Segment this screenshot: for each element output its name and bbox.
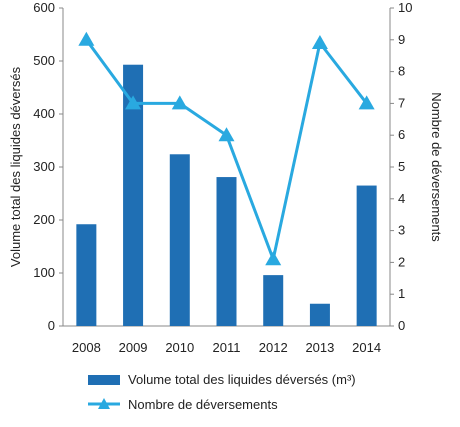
x-tick-label: 2008	[72, 340, 101, 355]
legend-triangle-marker	[98, 398, 110, 409]
bar-2012	[263, 275, 284, 326]
x-tick-label: 2011	[213, 340, 241, 355]
bar-2013	[309, 303, 330, 326]
bar-2010	[169, 154, 190, 326]
line-series	[78, 31, 375, 266]
right-tick-label: 10	[398, 0, 412, 15]
left-tick-label: 400	[33, 106, 55, 121]
line-point-2008	[78, 31, 95, 46]
x-tick-labels: 2008 2009 2010 2011 2012 2013 2014	[72, 340, 381, 355]
right-tick-label: 1	[398, 286, 405, 301]
x-tick-label: 2013	[305, 340, 334, 355]
left-tick-label: 0	[48, 318, 55, 333]
right-tick-label: 8	[398, 64, 405, 79]
line-point-2010	[171, 95, 188, 110]
line-point-2009	[125, 95, 142, 110]
right-tick-label: 2	[398, 254, 405, 269]
left-tick-label: 200	[33, 212, 55, 227]
left-y-ticks: 0 100 200 300 400 500 600	[33, 0, 63, 333]
line-point-2012	[265, 251, 282, 266]
right-tick-label: 0	[398, 318, 405, 333]
right-tick-label: 7	[398, 95, 405, 110]
left-y-axis-title: Volume total des liquides déversés	[8, 66, 23, 267]
left-tick-label: 100	[33, 265, 55, 280]
bar-2014	[356, 185, 377, 326]
bar-2011	[216, 177, 237, 326]
line-point-2013	[311, 34, 328, 49]
right-tick-label: 5	[398, 159, 405, 174]
left-tick-label: 300	[33, 159, 55, 174]
right-tick-label: 9	[398, 32, 405, 47]
right-tick-label: 3	[398, 223, 405, 238]
x-tick-label: 2012	[259, 340, 288, 355]
legend: Volume total des liquides déversés (m³) …	[88, 372, 356, 412]
legend-bar-label: Volume total des liquides déversés (m³)	[128, 372, 356, 387]
legend-line-label: Nombre de déversements	[128, 397, 278, 412]
line-point-2014	[358, 95, 375, 110]
x-tick-label: 2009	[119, 340, 148, 355]
bar-2008	[76, 224, 97, 326]
left-tick-label: 500	[33, 53, 55, 68]
right-y-ticks: 0 1 2 3 4 5 6 7 8 9 10	[390, 0, 412, 333]
line-point-2011	[218, 127, 235, 142]
right-tick-label: 6	[398, 127, 405, 142]
x-tick-label: 2010	[165, 340, 194, 355]
legend-bar-swatch	[88, 375, 120, 385]
right-tick-label: 4	[398, 191, 405, 206]
x-tick-label: 2014	[352, 340, 381, 355]
right-y-axis-title: Nombre de déversements	[429, 92, 444, 242]
bar-series	[76, 64, 377, 327]
left-tick-label: 600	[33, 0, 55, 15]
bar-2009	[123, 64, 144, 327]
